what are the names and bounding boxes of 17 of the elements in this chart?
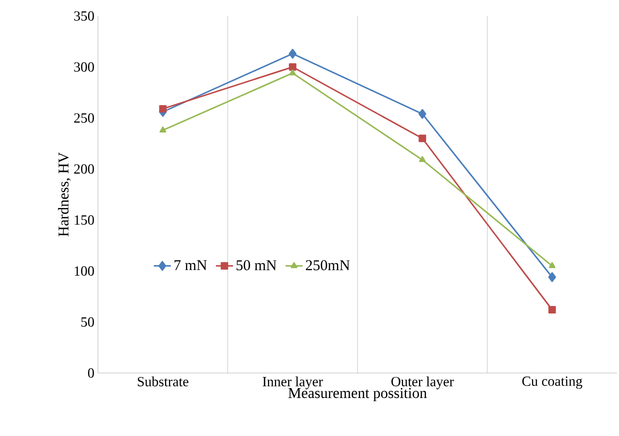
y-tick-label: 300: [74, 62, 94, 72]
y-tick-label: 50: [81, 317, 94, 327]
legend-label: 50 mN: [236, 260, 276, 270]
x-axis-title: Measurement possition: [288, 388, 427, 402]
x-tick-label: Substrate: [138, 376, 188, 386]
y-tick-label: 350: [74, 11, 94, 21]
x-tick-label: Cu coating: [522, 376, 582, 389]
y-tick-label: 150: [74, 215, 94, 225]
legend-label: 250mN: [306, 260, 350, 270]
y-axis-title: Hardness, HV: [58, 152, 71, 236]
x-tick-label: Inner layer: [262, 376, 323, 390]
x-tick-label: Outer layer: [391, 376, 454, 390]
y-tick-label: 0: [88, 368, 94, 378]
y-tick-label: 200: [74, 164, 94, 174]
legend-label: 7 mN: [174, 260, 207, 270]
y-tick-label: 100: [74, 266, 94, 276]
y-tick-label: 250: [74, 113, 94, 123]
